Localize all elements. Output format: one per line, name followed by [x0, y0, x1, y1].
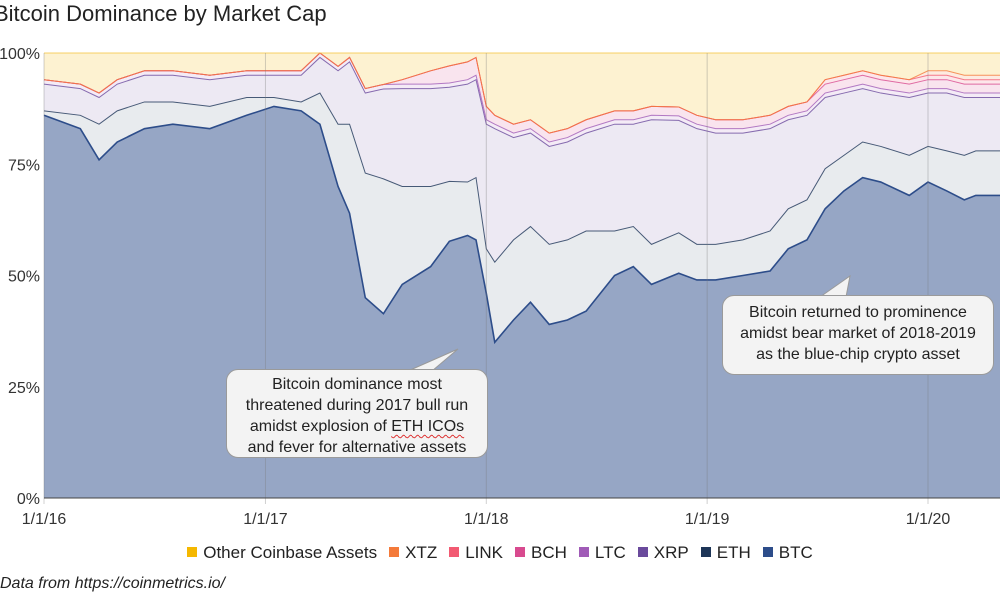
annotation-line: Bitcoin dominance most [272, 376, 442, 393]
annotation-line: Bitcoin returned to prominence [749, 304, 967, 321]
legend-item-link: LINK [449, 543, 503, 563]
y-tick-label: 0% [17, 491, 40, 508]
series-lines [43, 52, 1000, 345]
y-tick-label: 100% [0, 46, 40, 63]
legend-item-btc: BTC [762, 543, 813, 563]
legend-item-xrp: XRP [637, 543, 689, 563]
x-tick-label: 1/1/19 [685, 511, 730, 528]
area-xrp [44, 57, 1000, 263]
legend-label: BCH [531, 543, 567, 562]
legend-swatch [187, 547, 198, 557]
legend-item-xtz: XTZ [389, 543, 437, 563]
area-eth [44, 93, 1000, 343]
legend-label: LINK [465, 543, 504, 562]
line-eth [43, 92, 1000, 263]
stacked-areas [44, 53, 1000, 499]
y-tick-label: 25% [8, 380, 40, 397]
x-tick-label: 1/1/16 [22, 511, 67, 528]
y-tick-label: 50% [8, 269, 40, 286]
x-tick-label: 1/1/18 [464, 511, 509, 528]
legend-swatch [700, 547, 711, 557]
legend-item-eth: ETH [700, 543, 751, 563]
line-btc [43, 105, 1000, 345]
legend-item-bch: BCH [515, 543, 567, 563]
y-tick-label: 75% [8, 157, 40, 174]
legend-item-ltc: LTC [578, 543, 626, 563]
legend-item-other: Other Coinbase Assets [187, 543, 377, 563]
area-other [44, 53, 1000, 134]
legend-label: ETH [716, 543, 751, 562]
legend-swatch [637, 547, 648, 557]
legend-label: XTZ [405, 543, 438, 562]
chart-title: Bitcoin Dominance by Market Cap [0, 1, 327, 26]
annotation-callout-2018-2019: Bitcoin returned to prominence amidst be… [722, 295, 994, 375]
annotation-line: as the blue-chip crypto asset [756, 346, 960, 363]
x-tick-label: 1/1/20 [906, 511, 951, 528]
line-xrp [43, 56, 1000, 147]
annotation-underlined-text: ETH ICOs [391, 418, 465, 435]
legend-swatch [515, 547, 526, 557]
annotation-line: amidst explosion of ETH ICOs [249, 418, 465, 435]
legend-swatch [389, 547, 400, 557]
legend-swatch [449, 547, 460, 557]
x-tick-label: 1/1/17 [243, 511, 288, 528]
annotation-callout-2017: Bitcoin dominance most threatened during… [226, 369, 488, 458]
source-note: Data from https://coinmetrics.io/ [0, 575, 225, 592]
legend-swatch [762, 547, 773, 557]
annotation-line: threatened during 2017 bull run [245, 397, 469, 414]
legend-swatch [578, 547, 589, 557]
legend-label: XRP [653, 543, 689, 562]
legend-label: LTC [594, 543, 626, 562]
annotation-line: and fever for alternative assets [247, 439, 467, 456]
legend-label: BTC [778, 543, 813, 562]
axes: 1/1/16 1/1/17 1/1/18 1/1/19 1/1/20 0% 25% 50% 75… [0, 46, 1000, 528]
annotation-line: amidst bear market of 2018-2019 [740, 325, 976, 342]
area-bch [44, 53, 1000, 142]
legend-label: Other Coinbase Assets [203, 543, 378, 562]
chart-legend: Other Coinbase Assets XTZ LINK BCH LTC XRP ETH… [0, 543, 1000, 563]
line-xtz [43, 52, 1000, 134]
